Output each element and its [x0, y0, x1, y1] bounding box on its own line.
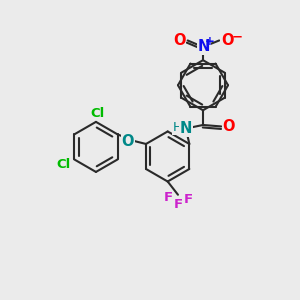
Text: O: O	[173, 33, 186, 48]
Text: N: N	[197, 39, 210, 54]
Text: O: O	[221, 33, 234, 48]
Text: +: +	[205, 35, 214, 48]
Text: F: F	[164, 191, 173, 204]
Text: F: F	[173, 198, 182, 211]
Text: H: H	[173, 122, 183, 134]
Text: Cl: Cl	[57, 158, 71, 171]
Text: Cl: Cl	[90, 106, 104, 119]
Text: O: O	[222, 119, 235, 134]
Text: O: O	[122, 134, 134, 148]
Text: F: F	[184, 193, 193, 206]
Text: −: −	[231, 30, 242, 44]
Text: N: N	[180, 121, 192, 136]
